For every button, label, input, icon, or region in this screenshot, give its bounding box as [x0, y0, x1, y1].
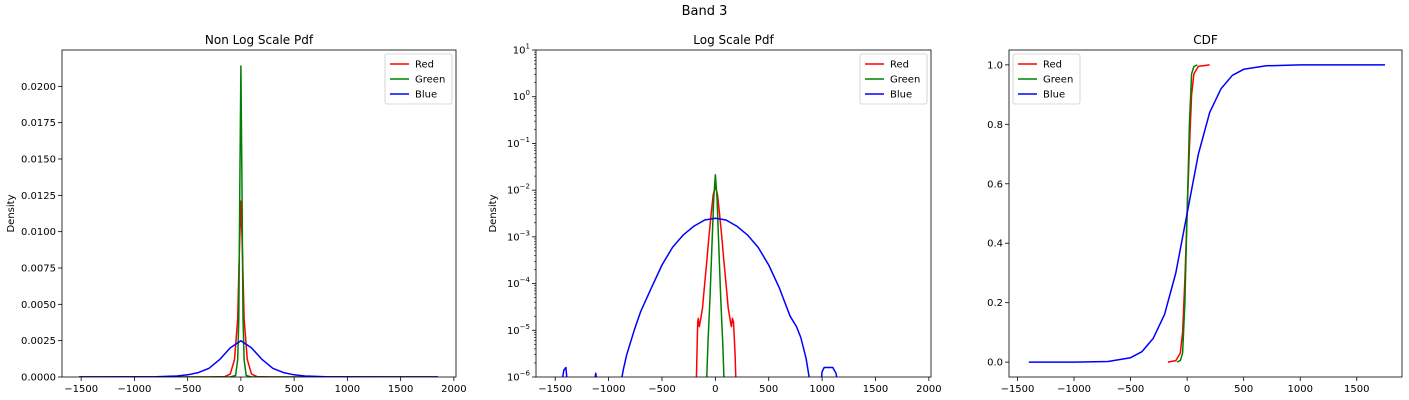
x-tick-label: 500	[759, 384, 778, 395]
x-tick-label: 1000	[809, 384, 834, 395]
x-tick-label: 500	[285, 384, 304, 395]
y-tick-label: 0.4	[987, 239, 1003, 250]
axes-title: Log Scale Pdf	[693, 33, 774, 47]
figure-title: Band 3	[681, 4, 728, 19]
x-tick-label: −1000	[592, 384, 626, 395]
legend-label-green: Green	[415, 75, 445, 86]
x-tick-label: 2000	[916, 384, 941, 395]
legend-label-blue: Blue	[890, 90, 912, 101]
x-tick-label: 500	[1234, 384, 1253, 395]
y-tick-label: 0.0075	[21, 264, 56, 275]
y-tick-label: 0.0100	[21, 227, 56, 238]
legend: Red Green Blue	[859, 53, 928, 105]
y-tick-label: 0.0150	[21, 155, 56, 166]
series-line-red	[1167, 64, 1210, 363]
y-axis-label: Density	[488, 194, 499, 232]
legend: Red Green Blue	[1012, 53, 1081, 105]
legend: Red Green Blue	[384, 53, 453, 105]
x-tick-label: −1500	[538, 384, 572, 395]
y-tick-label: 0.0200	[21, 82, 56, 93]
x-tick-label: −1000	[117, 384, 151, 395]
legend-box	[1012, 53, 1081, 105]
y-tick-label: 10−3	[507, 229, 530, 243]
y-tick-label: 0.8	[987, 120, 1003, 131]
legend-label-green: Green	[1043, 75, 1073, 86]
x-tick-label: 2000	[441, 384, 466, 395]
x-tick-label: −500	[174, 384, 201, 395]
x-tick-label: −500	[648, 384, 675, 395]
x-tick-label: 1000	[335, 384, 360, 395]
panel-log-pdf: −1500 −1000 −500 0 500 1000 1500 2000 10−6 10−5 10…	[488, 33, 942, 395]
legend-box	[859, 53, 928, 105]
x-tick-label: −1500	[1001, 384, 1035, 395]
y-tick-label: 1.0	[987, 60, 1003, 71]
series-line-blue	[1028, 64, 1385, 363]
y-tick-label: 0.0	[987, 358, 1003, 369]
y-tick-label: 10−2	[507, 183, 530, 197]
series-line-red	[695, 185, 737, 377]
y-axis-label: Density	[6, 194, 17, 232]
y-tick-label: 0.0050	[21, 300, 56, 311]
y-tick-label: 10−6	[507, 370, 531, 384]
y-tick-label: 100	[513, 89, 530, 103]
x-tick-label: 0	[1184, 384, 1190, 395]
axes-frame	[1008, 49, 1403, 378]
series-line-blue	[78, 339, 438, 377]
series-lines	[562, 173, 838, 377]
panel-non-log-pdf: −1500 −1000 −500 0 500 1000 1500 2000 0.0000 0.00…	[6, 33, 467, 395]
x-tick-label: 1500	[388, 384, 413, 395]
y-tick-label: 10−1	[507, 136, 530, 150]
y-tick-label: 101	[513, 43, 530, 57]
panel-cdf: −1500 −1000 −500 0 500 1000 1500 0.0 0.2 0.4 0.6 0.…	[987, 33, 1403, 395]
legend-label-red: Red	[1043, 60, 1062, 71]
legend-label-blue: Blue	[415, 90, 437, 101]
x-tick-label: 0	[712, 384, 718, 395]
y-tick-label: 0.0025	[21, 336, 56, 347]
y-tick-label: 0.6	[987, 179, 1003, 190]
series-line-red	[79, 200, 438, 377]
x-tick-label: −1000	[1057, 384, 1091, 395]
series-line-blue	[562, 217, 838, 377]
x-tick-label: 1500	[1344, 384, 1369, 395]
axes-frame	[61, 49, 457, 378]
y-tick-label: 10−5	[507, 323, 530, 337]
y-tick-label: 0.0000	[21, 373, 56, 384]
y-tick-label: 0.2	[987, 298, 1003, 309]
legend-label-blue: Blue	[1043, 90, 1065, 101]
axes-frame	[535, 49, 932, 378]
x-tick-label: 1000	[1287, 384, 1312, 395]
x-tick-label: 1500	[863, 384, 888, 395]
series-line-green	[706, 173, 725, 377]
series-lines	[1028, 64, 1385, 363]
series-lines	[78, 65, 438, 377]
y-tick-label: 0.0175	[21, 118, 56, 129]
axes-title: Non Log Scale Pdf	[205, 33, 314, 47]
legend-label-red: Red	[890, 60, 909, 71]
x-tick-label: −500	[1117, 384, 1144, 395]
legend-label-green: Green	[890, 75, 920, 86]
axes-title: CDF	[1193, 33, 1218, 47]
legend-label-red: Red	[415, 60, 434, 71]
y-tick-label: 10−4	[507, 276, 531, 290]
x-tick-label: 0	[238, 384, 244, 395]
legend-box	[384, 53, 453, 105]
y-tick-label: 0.0125	[21, 191, 56, 202]
x-tick-label: −1500	[64, 384, 98, 395]
series-line-green	[79, 65, 438, 377]
